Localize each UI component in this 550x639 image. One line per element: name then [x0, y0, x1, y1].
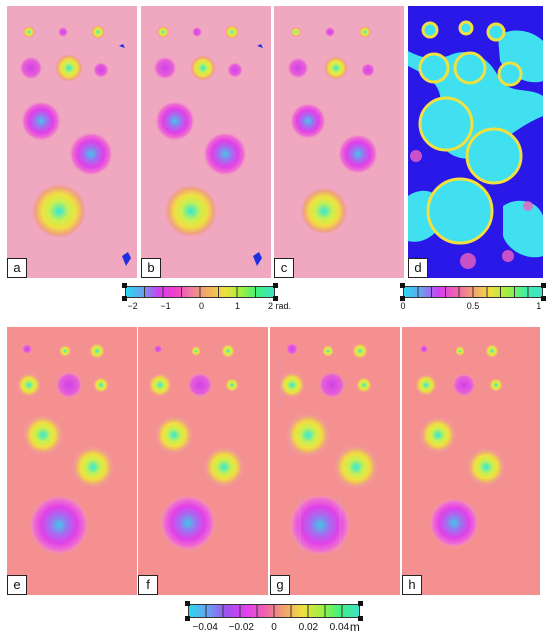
displacement-tick-label: −0.04: [192, 622, 218, 633]
panel-e: e: [7, 327, 137, 595]
panel-label-c: c: [274, 258, 294, 278]
panel-label-f: f: [138, 575, 158, 595]
displacement-map-f: [138, 327, 268, 595]
coherence-tick-label: 0: [400, 301, 406, 311]
coherence-colorbar-gradient: [403, 286, 543, 298]
displacement-colorbar: −0.04 −0.02 0 0.02 0.04 m: [183, 601, 368, 637]
colorbar-handle[interactable]: [541, 296, 546, 301]
colorbar-handle[interactable]: [185, 616, 190, 621]
colorbar-handle[interactable]: [358, 616, 363, 621]
displacement-unit-label: m: [349, 620, 360, 634]
phase-map-c: [274, 6, 404, 278]
phase-tick-label: 0: [198, 301, 205, 311]
panel-h: h: [402, 327, 540, 595]
phase-tick-label: −1: [160, 301, 171, 311]
displacement-tick-label: −0.02: [228, 622, 254, 633]
panel-label-a: a: [7, 258, 27, 278]
coherence-map-d: [408, 6, 543, 278]
colorbar-handle[interactable]: [541, 283, 546, 288]
colorbar-handle[interactable]: [400, 283, 405, 288]
phase-map-a: [7, 6, 137, 278]
colorbar-handle[interactable]: [122, 296, 127, 301]
panel-c: c: [274, 6, 404, 278]
panel-a: a: [7, 6, 137, 278]
displacement-colorbar-gradient: [188, 604, 360, 618]
displacement-tick-label: 0.04: [329, 622, 350, 633]
panel-d: d: [408, 6, 543, 278]
coherence-tick-label: 0.5: [466, 301, 480, 311]
panel-g: g: [270, 327, 400, 595]
colorbar-handle[interactable]: [358, 601, 363, 606]
colorbar-handle[interactable]: [185, 601, 190, 606]
phase-tick-label: −2: [127, 301, 138, 311]
panel-label-g: g: [270, 575, 290, 595]
displacement-map-h: [402, 327, 540, 595]
panel-b: b: [141, 6, 271, 278]
phase-tick-label: 1: [234, 301, 241, 311]
coherence-tick-label: 1: [536, 301, 542, 311]
colorbar-handle[interactable]: [273, 283, 278, 288]
displacement-tick-label: 0: [271, 622, 277, 633]
colorbar-handle[interactable]: [122, 283, 127, 288]
displacement-tick-label: 0.02: [298, 622, 319, 633]
colorbar-handle[interactable]: [400, 296, 405, 301]
panel-label-d: d: [408, 258, 428, 278]
colorbar-handle[interactable]: [273, 296, 278, 301]
phase-colorbar: −2 −1 0 1 2 rad.: [120, 283, 291, 313]
phase-map-b: [141, 6, 271, 278]
displacement-map-e: [7, 327, 137, 595]
phase-colorbar-gradient: [125, 286, 275, 298]
panel-label-b: b: [141, 258, 161, 278]
panel-f: f: [138, 327, 268, 595]
panel-label-h: h: [402, 575, 422, 595]
coherence-colorbar: 0 0.5 1: [398, 283, 548, 313]
phase-tick-label: 2 rad.: [267, 301, 292, 311]
panel-label-e: e: [7, 575, 27, 595]
displacement-map-g: [270, 327, 400, 595]
